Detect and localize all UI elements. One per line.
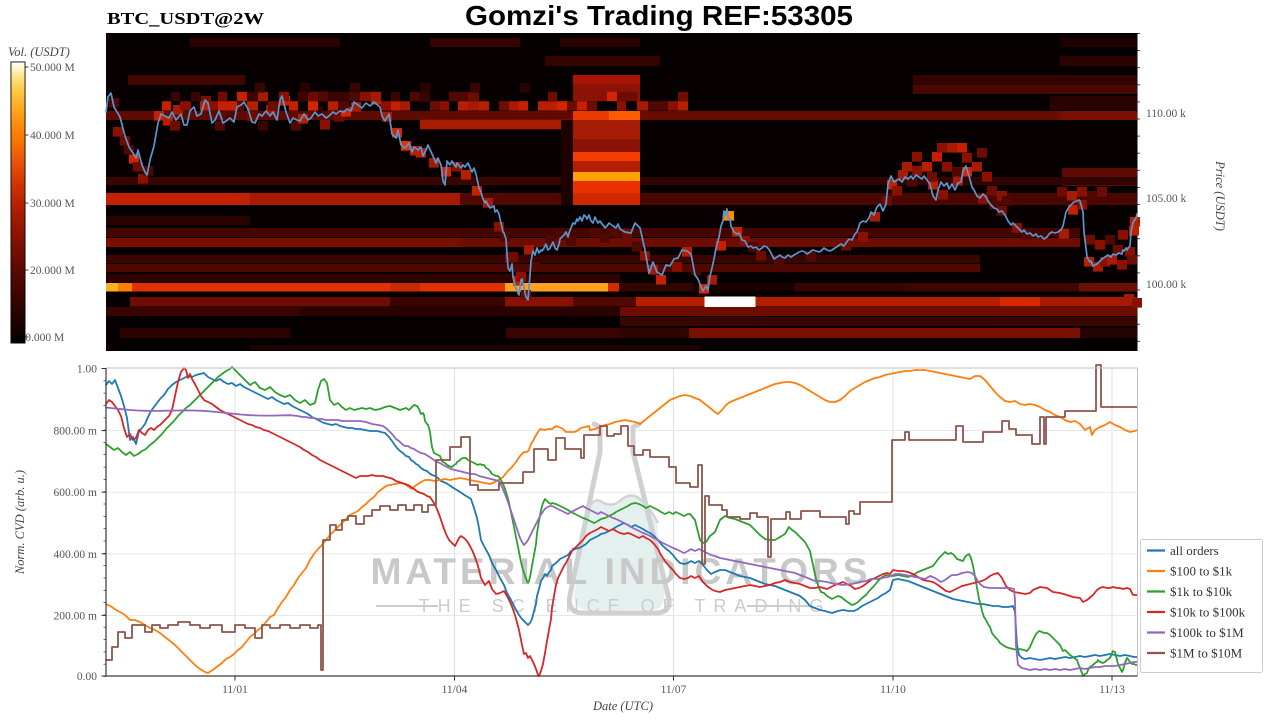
svg-text:11/13: 11/13 bbox=[1099, 684, 1125, 696]
svg-text:200.00 m: 200.00 m bbox=[54, 610, 98, 622]
svg-text:$1k to $10k: $1k to $10k bbox=[1170, 584, 1233, 599]
svg-text:Norm. CVD (arb. u.): Norm. CVD (arb. u.) bbox=[13, 470, 27, 575]
svg-text:11/01: 11/01 bbox=[222, 684, 248, 696]
svg-text:1.00: 1.00 bbox=[77, 364, 97, 376]
svg-text:800.00 m: 800.00 m bbox=[54, 426, 98, 438]
svg-text:$1M to $10M: $1M to $10M bbox=[1170, 646, 1243, 661]
svg-text:110.00 k: 110.00 k bbox=[1146, 108, 1186, 120]
svg-text:50.000 M: 50.000 M bbox=[30, 62, 75, 74]
svg-text:THE SCIENCE OF TRADING: THE SCIENCE OF TRADING bbox=[419, 596, 832, 616]
svg-text:40.000 M: 40.000 M bbox=[30, 130, 75, 142]
svg-text:Vol. (USDT): Vol. (USDT) bbox=[8, 45, 70, 59]
svg-text:BTC_USDT@2W: BTC_USDT@2W bbox=[107, 9, 264, 28]
svg-text:30.000 M: 30.000 M bbox=[30, 198, 75, 210]
svg-text:MATERIAL INDICATORS: MATERIAL INDICATORS bbox=[371, 551, 872, 592]
svg-text:11/10: 11/10 bbox=[880, 684, 906, 696]
svg-text:11/04: 11/04 bbox=[442, 684, 468, 696]
svg-text:$10k to $100k: $10k to $100k bbox=[1170, 605, 1246, 620]
svg-text:Date (UTC): Date (UTC) bbox=[592, 699, 653, 713]
svg-text:20.000 M: 20.000 M bbox=[30, 265, 75, 277]
svg-text:0.00: 0.00 bbox=[77, 671, 97, 683]
svg-text:Gomzi's Trading REF:53305: Gomzi's Trading REF:53305 bbox=[465, 0, 853, 31]
svg-text:10.000 M: 10.000 M bbox=[20, 332, 65, 344]
svg-text:105.00 k: 105.00 k bbox=[1146, 193, 1187, 205]
svg-text:11/07: 11/07 bbox=[661, 684, 687, 696]
svg-text:400.00 m: 400.00 m bbox=[54, 549, 98, 561]
svg-text:600.00 m: 600.00 m bbox=[54, 487, 98, 499]
svg-text:100.00 k: 100.00 k bbox=[1146, 279, 1187, 291]
svg-text:$100 to $1k: $100 to $1k bbox=[1170, 564, 1233, 579]
svg-text:$100k to $1M: $100k to $1M bbox=[1170, 625, 1244, 640]
svg-text:all orders: all orders bbox=[1170, 543, 1219, 558]
svg-text:Price (USDT): Price (USDT) bbox=[1213, 160, 1227, 231]
